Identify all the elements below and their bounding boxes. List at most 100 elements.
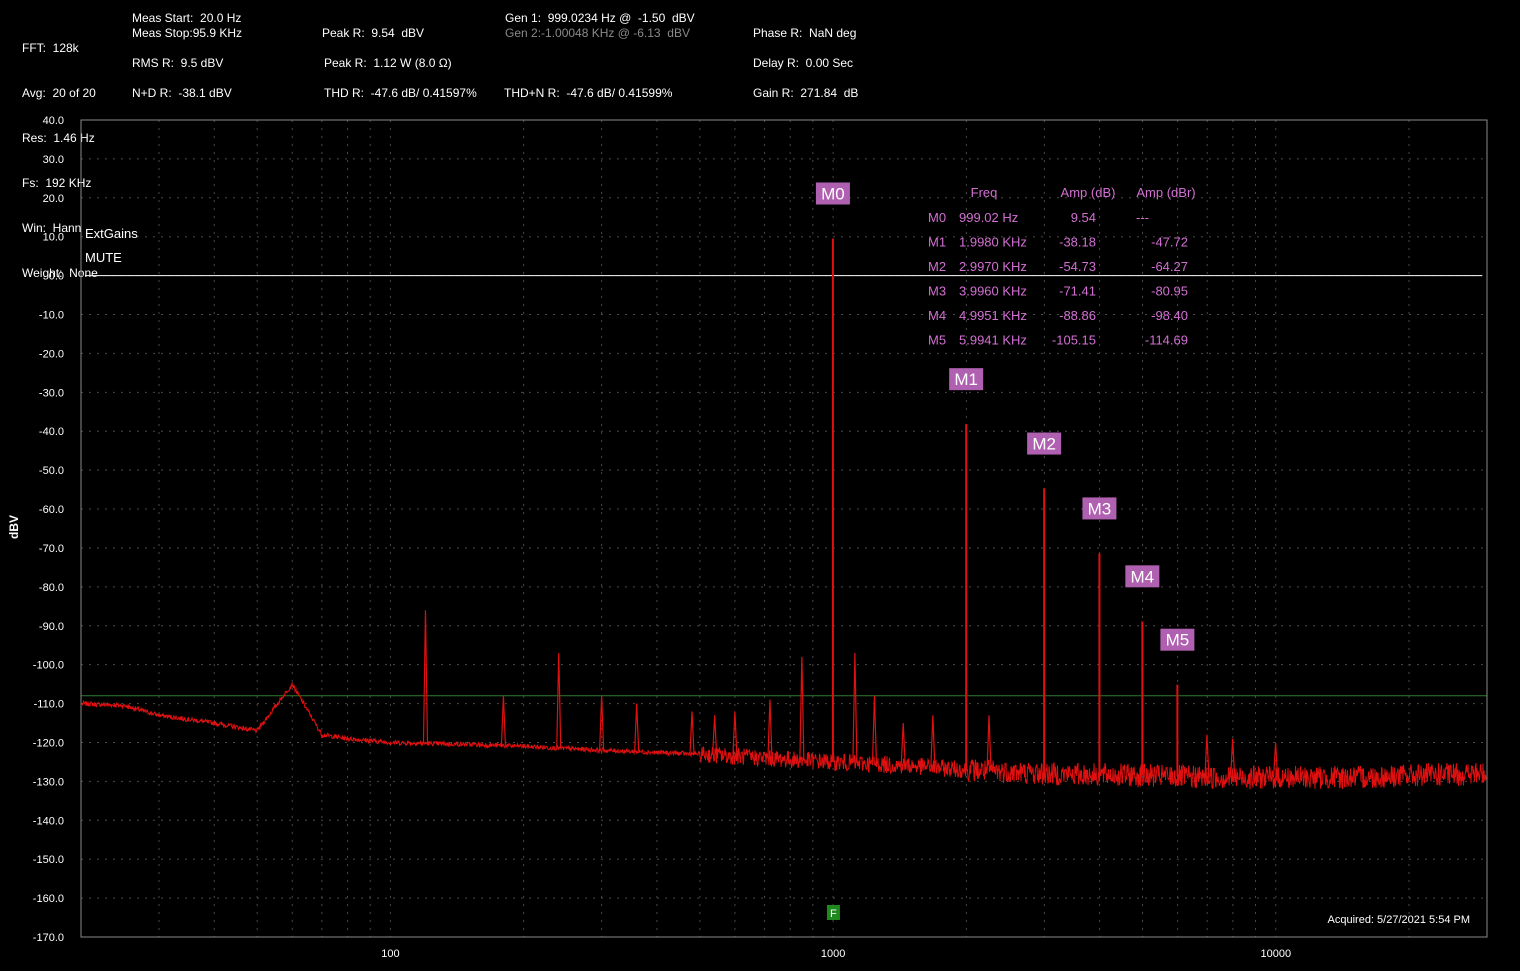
marker-table-cell: 2.9970 KHz xyxy=(959,259,1027,274)
y-tick-label: 0.0 xyxy=(49,271,64,283)
spur-line xyxy=(500,695,507,746)
marker-table-cell: 3.9960 KHz xyxy=(959,284,1027,299)
marker-table-cell: -98.40 xyxy=(1151,308,1188,323)
marker-label: M3 xyxy=(1088,499,1112,518)
rms-readout: RMS R: 9.5 dBV xyxy=(132,56,224,70)
y-tick-label: -80.0 xyxy=(39,582,64,594)
y-tick-label: -20.0 xyxy=(39,348,64,360)
y-tick-label: -60.0 xyxy=(39,504,64,516)
spur-line xyxy=(556,652,562,749)
y-axis-label: dBV xyxy=(7,515,21,539)
marker-box xyxy=(1082,497,1117,520)
marker-box xyxy=(1125,565,1160,588)
y-tick-label: -170.0 xyxy=(33,932,64,944)
spur-line xyxy=(767,699,773,759)
meas-stop: Meas Stop:95.9 KHz xyxy=(132,26,243,40)
spur-line xyxy=(1272,742,1279,778)
marker-table-cell: M5 xyxy=(928,333,946,348)
spur-line xyxy=(799,656,805,761)
x-tick-label: 1000 xyxy=(821,948,845,960)
peak-dbv-readout: Peak R: 9.54 dBV xyxy=(322,26,425,40)
spur-line xyxy=(1230,738,1236,778)
meas-start: Meas Start: 20.0 Hz xyxy=(132,11,242,25)
y-tick-label: -30.0 xyxy=(39,387,64,399)
gen2-readout: Gen 2:-1.00048 KHz @ -6.13 dBV xyxy=(505,26,690,40)
marker-table-header: Freq xyxy=(971,185,998,200)
window: Win: Hann xyxy=(22,221,82,235)
phase-readout: Phase R: NaN deg xyxy=(753,26,857,40)
avg-count: Avg: 20 of 20 xyxy=(22,86,96,100)
marker-label: M4 xyxy=(1131,567,1155,586)
marker-table-cell: 5.9941 KHz xyxy=(959,333,1027,348)
y-tick-label: -140.0 xyxy=(33,815,64,827)
marker-table-cell: -88.86 xyxy=(1059,308,1096,323)
resolution: Res: 1.46 Hz xyxy=(22,131,95,145)
y-tick-label: -130.0 xyxy=(33,776,64,788)
marker-table-cell: -64.27 xyxy=(1151,259,1188,274)
plot-frame xyxy=(80,119,1488,938)
y-tick-label: -150.0 xyxy=(33,854,64,866)
marker-table-cell: 1.9980 KHz xyxy=(959,235,1027,250)
y-tick-label: -90.0 xyxy=(39,621,64,633)
y-tick-label: -50.0 xyxy=(39,465,64,477)
peak-watts-readout: Peak R: 1.12 W (8.0 Ω) xyxy=(324,56,452,70)
marker-table-cell: --- xyxy=(1136,210,1149,225)
y-tick-label: -160.0 xyxy=(33,893,64,905)
marker-table-cell: -71.41 xyxy=(1059,284,1096,299)
harmonic-markers: M0 M1 M2 M3 M4 M5 xyxy=(815,182,1195,651)
spur-line xyxy=(852,652,858,764)
thd-readout: THD R: -47.6 dB/ 0.41597% xyxy=(324,86,477,100)
sample-rate: Fs: 192 KHz xyxy=(22,176,92,190)
spectrum-trace xyxy=(81,238,1487,790)
noise-floor-line xyxy=(81,682,1487,790)
marker-table-cell: M4 xyxy=(928,308,946,323)
y-tick-label: 20.0 xyxy=(43,193,64,205)
spur-line xyxy=(871,695,878,765)
y-tick-label: 10.0 xyxy=(43,232,64,244)
x-tick-label: 100 xyxy=(381,948,399,960)
marker-box xyxy=(1027,432,1062,455)
header-col1: FFT: 128k Avg: 20 of 20 Res: 1.46 Hz Fs:… xyxy=(22,11,98,296)
spur-line xyxy=(599,695,605,751)
marker-table-cell: M3 xyxy=(928,284,946,299)
marker-table-cell: 9.54 xyxy=(1071,210,1096,225)
marker-table-cell: M2 xyxy=(928,259,946,274)
grid xyxy=(80,119,1488,938)
y-tick-label: -70.0 xyxy=(39,543,64,555)
marker-table-cell: -54.73 xyxy=(1059,259,1096,274)
spur-line xyxy=(930,715,936,768)
frequency-marker-label: F xyxy=(830,908,837,920)
marker-label: M0 xyxy=(821,185,845,204)
spur-line xyxy=(1204,734,1210,778)
marker-label: M1 xyxy=(954,370,978,389)
weighting: Weight: None xyxy=(22,266,98,280)
spur-line xyxy=(689,711,695,754)
marker-label: M5 xyxy=(1166,631,1190,650)
marker-table-cell: 999.02 Hz xyxy=(959,210,1018,225)
extgains-label: ExtGains xyxy=(85,226,138,241)
spur-line xyxy=(422,610,429,744)
fft-size: FFT: 128k xyxy=(22,41,79,55)
spur-line xyxy=(634,703,640,752)
spur-line xyxy=(900,722,906,766)
y-tick-label: 40.0 xyxy=(43,115,64,127)
frequency-marker-box xyxy=(826,905,840,920)
gain-readout: Gain R: 271.84 dB xyxy=(753,86,859,100)
delay-readout: Delay R: 0.00 Sec xyxy=(753,56,854,70)
y-tick-label: -100.0 xyxy=(33,660,64,672)
gen1-readout: Gen 1: 999.0234 Hz @ -1.50 dBV xyxy=(505,11,695,25)
mute-label: MUTE xyxy=(85,250,122,265)
spur-line xyxy=(712,715,718,756)
marker-box xyxy=(815,182,850,205)
marker-table-header: Amp (dB) xyxy=(1061,185,1116,200)
noise-distortion-readout: N+D R: -38.1 dBV xyxy=(132,86,232,100)
marker-label: M2 xyxy=(1032,435,1056,454)
marker-table-cell: 4.9951 KHz xyxy=(959,308,1027,323)
marker-table-cell: -47.72 xyxy=(1151,235,1188,250)
y-tick-label: 30.0 xyxy=(43,154,64,166)
marker-table-cell: -38.18 xyxy=(1059,235,1096,250)
marker-table-cell: -105.15 xyxy=(1052,333,1096,348)
spur-line xyxy=(986,715,992,771)
frequency-marker[interactable]: F xyxy=(826,905,840,920)
